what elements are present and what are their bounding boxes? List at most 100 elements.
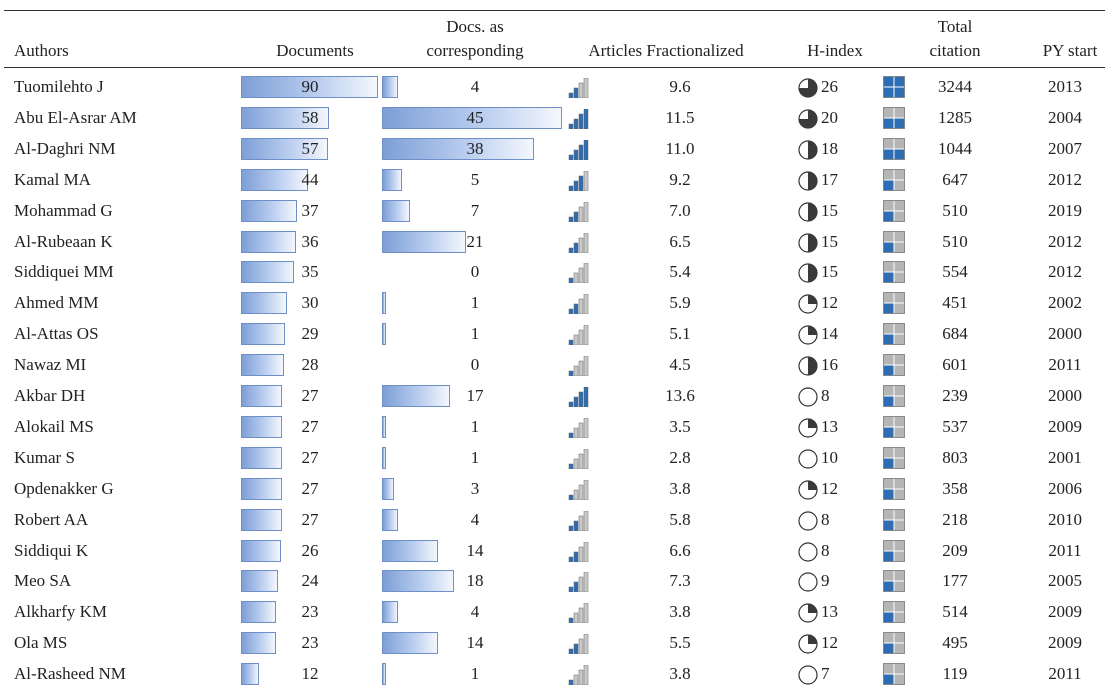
- quadrant-icon: [883, 230, 905, 253]
- harvey-ball-icon: [798, 263, 818, 283]
- documents-value: 36: [301, 231, 319, 251]
- documents-value: 37: [301, 200, 319, 220]
- table-row: Al-Daghri NM 57 38 11.0 18 1044 2007: [0, 134, 1109, 164]
- quadrant-icon: [883, 415, 905, 438]
- documents-value: 57: [301, 138, 319, 158]
- harvey-ball-icon: [798, 201, 818, 222]
- articles-fractionalized-value: 5.1: [669, 324, 691, 344]
- docs-corresponding-value: 1: [470, 293, 480, 313]
- total-citation-value: 510: [942, 200, 968, 220]
- docs-corresponding-value: 1: [470, 416, 480, 436]
- py-start-value: 2011: [1048, 664, 1082, 684]
- table-row: Alokail MS 27 1 3.5 13 537 2009: [0, 412, 1109, 442]
- docs-corresponding-bar: [382, 106, 562, 129]
- documents-value: 23: [301, 633, 319, 653]
- table-row: Alkharfy KM 23 4 3.8 13 514 2009: [0, 597, 1109, 627]
- docs-corresponding-value: 18: [466, 571, 484, 591]
- documents-bar: [241, 106, 330, 129]
- h-index-value: 7: [821, 664, 830, 684]
- total-citation-value: 119: [942, 664, 968, 684]
- signal-bars-icon: [568, 387, 589, 407]
- docs-corresponding-bar: [382, 477, 394, 500]
- author-name: Abu El-Asrar AM: [14, 107, 137, 127]
- articles-fractionalized-value: 3.8: [669, 478, 691, 498]
- documents-bar: [241, 446, 283, 469]
- author-name: Al-Rubeaan K: [14, 231, 113, 251]
- documents-bar: [241, 137, 328, 160]
- quadrant-icon: [883, 508, 905, 531]
- documents-value: 28: [301, 355, 319, 375]
- signal-bars-icon: [568, 108, 589, 129]
- total-citation-value: 451: [942, 293, 968, 313]
- py-start-value: 2011: [1048, 540, 1082, 560]
- docs-corresponding-value: 1: [470, 447, 480, 467]
- docs-corresponding-bar: [382, 446, 386, 469]
- py-start-value: 2000: [1048, 386, 1082, 405]
- signal-bars-icon: [568, 170, 589, 191]
- documents-bar: [241, 570, 278, 593]
- author-name: Opdenakker G: [14, 478, 114, 498]
- harvey-ball-icon: [798, 634, 818, 654]
- harvey-ball-icon: [798, 171, 818, 191]
- total-citation-value: 1285: [938, 107, 972, 127]
- docs-corresponding-bar: [382, 76, 398, 98]
- author-name: Mohammad G: [14, 200, 113, 220]
- h-index-value: 18: [821, 138, 838, 158]
- documents-bar: [241, 199, 298, 222]
- signal-bars-icon: [568, 263, 589, 284]
- documents-value: 35: [301, 262, 319, 282]
- total-citation-value: 495: [942, 633, 968, 653]
- documents-value: 27: [301, 447, 319, 467]
- author-name: Robert AA: [14, 509, 89, 529]
- articles-fractionalized-value: 3.8: [669, 602, 691, 622]
- quadrant-icon: [883, 199, 905, 222]
- table-row: Robert AA 27 4 5.8 8 218 2010: [0, 505, 1109, 535]
- documents-value: 24: [301, 571, 319, 591]
- total-citation-value: 647: [942, 169, 968, 189]
- author-name: Siddiquei MM: [14, 262, 114, 282]
- harvey-ball-icon: [798, 140, 818, 160]
- signal-bars-icon: [568, 634, 589, 655]
- quadrant-icon: [883, 477, 905, 500]
- documents-value: 23: [301, 602, 319, 622]
- documents-bar: [241, 385, 283, 407]
- harvey-ball-icon: [798, 449, 818, 469]
- py-start-value: 2013: [1048, 77, 1082, 96]
- h-index-value: 9: [821, 571, 830, 591]
- h-index-value: 16: [821, 355, 838, 375]
- signal-bars-icon: [568, 325, 589, 346]
- header-authors: Authors: [14, 41, 69, 60]
- docs-corresponding-value: 0: [470, 355, 480, 375]
- harvey-ball-icon: [798, 603, 818, 623]
- h-index-value: 15: [821, 262, 838, 282]
- harvey-ball-icon: [798, 541, 818, 562]
- articles-fractionalized-value: 5.9: [669, 293, 691, 313]
- harvey-ball-icon: [798, 665, 818, 685]
- h-index-value: 12: [821, 293, 838, 313]
- quadrant-icon: [883, 168, 905, 191]
- documents-bar: [241, 477, 283, 500]
- total-citation-value: 514: [942, 602, 968, 622]
- py-start-value: 2006: [1048, 478, 1082, 498]
- harvey-ball-icon: [798, 356, 818, 376]
- total-citation-value: 3244: [938, 77, 972, 96]
- documents-bar: [241, 76, 378, 98]
- table-header-rule: [4, 67, 1105, 68]
- documents-value: 58: [301, 107, 319, 127]
- total-citation-value: 218: [942, 509, 968, 529]
- docs-corresponding-value: 17: [466, 386, 484, 405]
- py-start-value: 2012: [1048, 231, 1082, 251]
- py-start-value: 2001: [1048, 447, 1082, 467]
- py-start-value: 2005: [1048, 571, 1082, 591]
- docs-corresponding-bar: [382, 292, 386, 315]
- docs-corresponding-value: 14: [466, 540, 484, 560]
- author-name: Akbar DH: [14, 386, 86, 405]
- docs-corresponding-value: 1: [470, 664, 480, 684]
- docs-corresponding-bar: [382, 539, 438, 562]
- table-row: Siddiqui K 26 14 6.6 8 209 2011: [0, 536, 1109, 566]
- h-index-value: 15: [821, 200, 838, 220]
- table-row: Kamal MA 44 5 9.2 17 647 2012: [0, 165, 1109, 195]
- table-row: Tuomilehto J 90 4 9.6 26 3244 2013: [0, 72, 1109, 102]
- total-citation-value: 510: [942, 231, 968, 251]
- author-name: Alokail MS: [14, 416, 94, 436]
